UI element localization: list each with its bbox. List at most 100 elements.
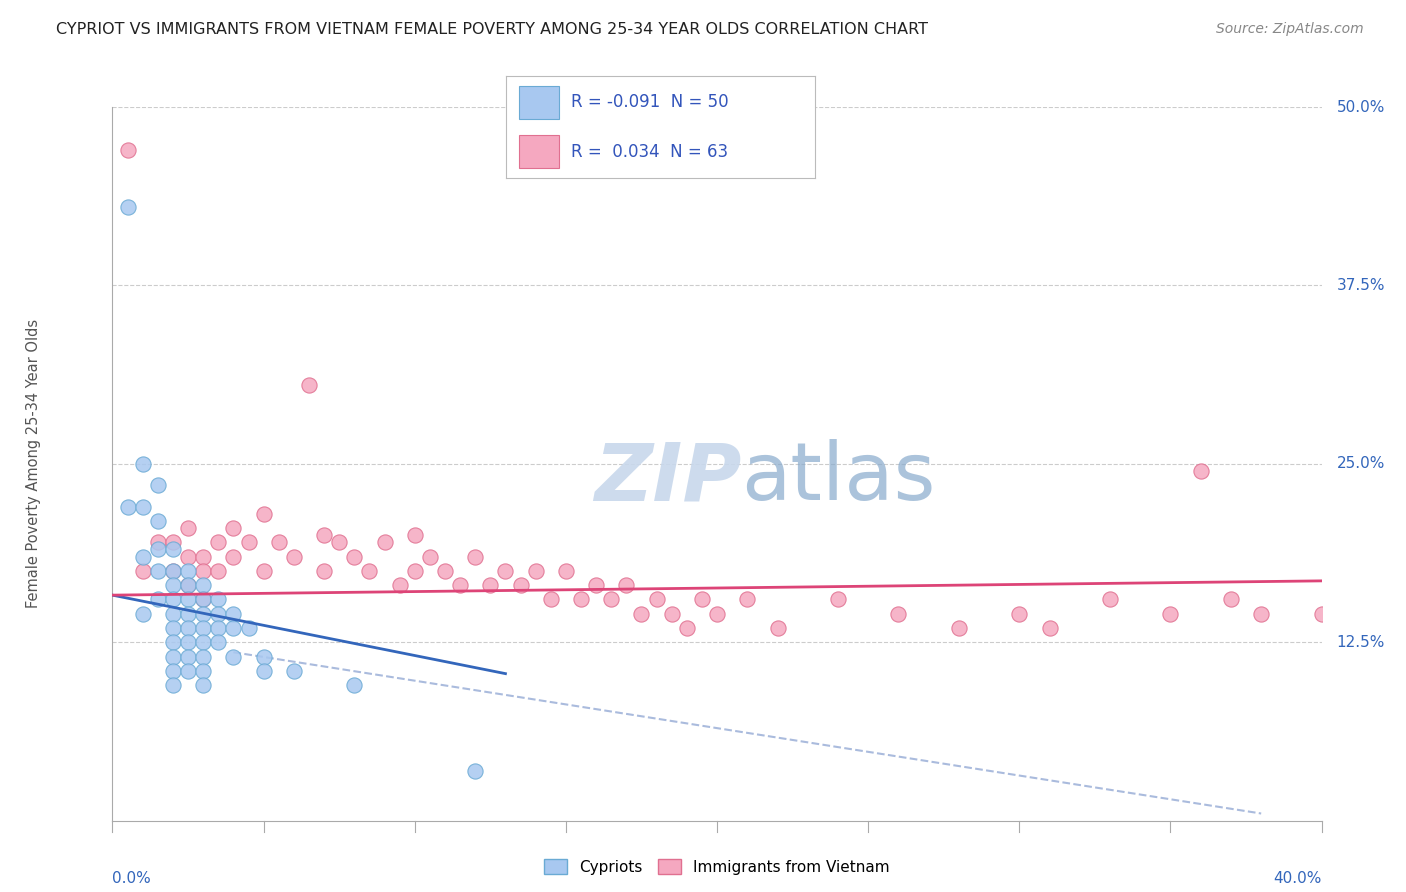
Point	[162, 535, 184, 549]
Point	[404, 564, 426, 578]
Point	[222, 621, 245, 635]
Point	[645, 592, 668, 607]
Text: CYPRIOT VS IMMIGRANTS FROM VIETNAM FEMALE POVERTY AMONG 25-34 YEAR OLDS CORRELAT: CYPRIOT VS IMMIGRANTS FROM VIETNAM FEMAL…	[56, 22, 928, 37]
Bar	[519, 87, 558, 119]
Text: 37.5%: 37.5%	[1337, 278, 1385, 293]
Point	[449, 578, 471, 592]
Point	[162, 621, 184, 635]
Text: ZIP: ZIP	[593, 439, 741, 517]
Point	[433, 564, 456, 578]
Text: 12.5%: 12.5%	[1337, 635, 1385, 649]
Point	[314, 564, 336, 578]
Point	[1220, 592, 1243, 607]
Point	[253, 649, 276, 664]
Point	[464, 549, 486, 564]
Point	[1098, 592, 1121, 607]
Point	[132, 549, 155, 564]
Point	[222, 549, 245, 564]
Point	[162, 664, 184, 678]
Point	[253, 564, 276, 578]
Point	[191, 592, 214, 607]
Point	[162, 635, 184, 649]
Point	[283, 549, 305, 564]
Point	[117, 500, 139, 514]
Point	[146, 592, 169, 607]
Point	[207, 535, 229, 549]
Point	[630, 607, 652, 621]
Point	[737, 592, 759, 607]
Point	[207, 621, 229, 635]
Point	[191, 578, 214, 592]
Point	[388, 578, 411, 592]
Text: 0.0%: 0.0%	[112, 871, 152, 886]
Point	[146, 564, 169, 578]
Point	[162, 578, 184, 592]
Point	[162, 564, 184, 578]
Point	[146, 514, 169, 528]
Point	[887, 607, 910, 621]
Legend: Cypriots, Immigrants from Vietnam: Cypriots, Immigrants from Vietnam	[538, 853, 896, 880]
Text: 50.0%: 50.0%	[1337, 100, 1385, 114]
Point	[132, 607, 155, 621]
Point	[222, 649, 245, 664]
Point	[177, 592, 200, 607]
Point	[177, 521, 200, 535]
Point	[600, 592, 623, 607]
Point	[1008, 607, 1031, 621]
Point	[314, 528, 336, 542]
Point	[343, 678, 366, 692]
Point	[464, 764, 486, 778]
Point	[191, 549, 214, 564]
Point	[616, 578, 638, 592]
Point	[162, 649, 184, 664]
Point	[191, 678, 214, 692]
Point	[177, 664, 200, 678]
Point	[948, 621, 970, 635]
Point	[374, 535, 396, 549]
Point	[146, 535, 169, 549]
Point	[162, 678, 184, 692]
Point	[191, 607, 214, 621]
Point	[1250, 607, 1272, 621]
Point	[253, 664, 276, 678]
Point	[177, 649, 200, 664]
Point	[509, 578, 531, 592]
Point	[267, 535, 290, 549]
Point	[283, 664, 305, 678]
Point	[827, 592, 849, 607]
Point	[328, 535, 350, 549]
Point	[117, 143, 139, 157]
Point	[162, 564, 184, 578]
Text: R =  0.034  N = 63: R = 0.034 N = 63	[571, 143, 728, 161]
Text: Source: ZipAtlas.com: Source: ZipAtlas.com	[1216, 22, 1364, 37]
Point	[177, 621, 200, 635]
Point	[177, 578, 200, 592]
Point	[177, 549, 200, 564]
Point	[1310, 607, 1333, 621]
Point	[554, 564, 576, 578]
Point	[569, 592, 592, 607]
Point	[1189, 464, 1212, 478]
Point	[146, 478, 169, 492]
Point	[222, 607, 245, 621]
Point	[238, 621, 260, 635]
Point	[419, 549, 441, 564]
Point	[177, 564, 200, 578]
Point	[222, 521, 245, 535]
Point	[177, 607, 200, 621]
Point	[1038, 621, 1062, 635]
Point	[191, 635, 214, 649]
Point	[207, 564, 229, 578]
Point	[132, 457, 155, 471]
Point	[253, 507, 276, 521]
Point	[177, 578, 200, 592]
Point	[207, 592, 229, 607]
Point	[675, 621, 697, 635]
Text: 40.0%: 40.0%	[1274, 871, 1322, 886]
Point	[132, 500, 155, 514]
Point	[524, 564, 547, 578]
Point	[479, 578, 502, 592]
Point	[191, 664, 214, 678]
Point	[238, 535, 260, 549]
Point	[343, 549, 366, 564]
